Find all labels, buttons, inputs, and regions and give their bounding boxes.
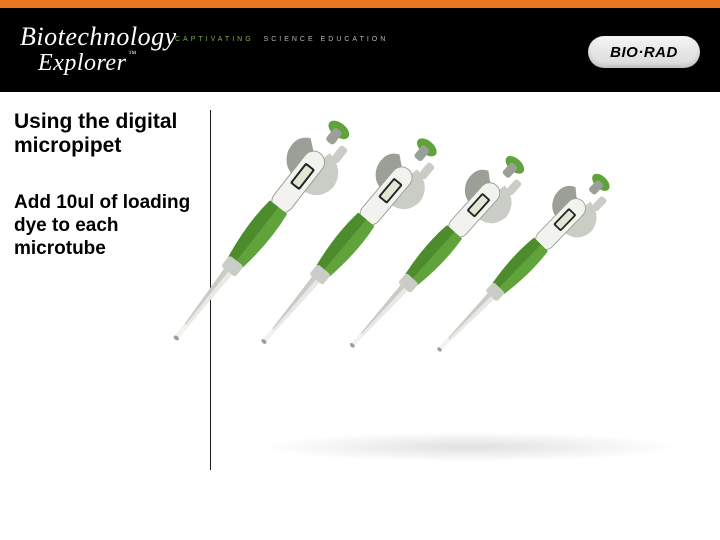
logo-line-1: Biotechnology bbox=[20, 24, 177, 50]
pipette-illustration bbox=[240, 112, 700, 492]
brand-badge: BIO·RAD bbox=[588, 36, 700, 68]
floor-shadow bbox=[260, 432, 680, 462]
logo-line-2-text: Explorer bbox=[38, 50, 126, 76]
logo-line-2: Explorer™ bbox=[38, 50, 177, 76]
brand-text: BIO·RAD bbox=[610, 44, 678, 61]
accent-bar bbox=[0, 0, 720, 8]
slide-content: Using the digital micropipet Add 10ul of… bbox=[0, 92, 720, 540]
tagline-word-2: SCIENCE EDUCATION bbox=[264, 36, 389, 43]
program-logo: Biotechnology Explorer™ bbox=[20, 24, 177, 76]
trademark-symbol: ™ bbox=[128, 49, 136, 58]
image-column bbox=[210, 92, 720, 540]
tagline-word-1: CAPTIVATING bbox=[175, 36, 254, 43]
header: Biotechnology Explorer™ CAPTIVATING SCIE… bbox=[0, 8, 720, 92]
logo-tagline: CAPTIVATING SCIENCE EDUCATION bbox=[175, 36, 388, 43]
slide-title: Using the digital micropipet bbox=[14, 110, 196, 158]
slide-body: Add 10ul of loading dye to each microtub… bbox=[14, 192, 196, 260]
